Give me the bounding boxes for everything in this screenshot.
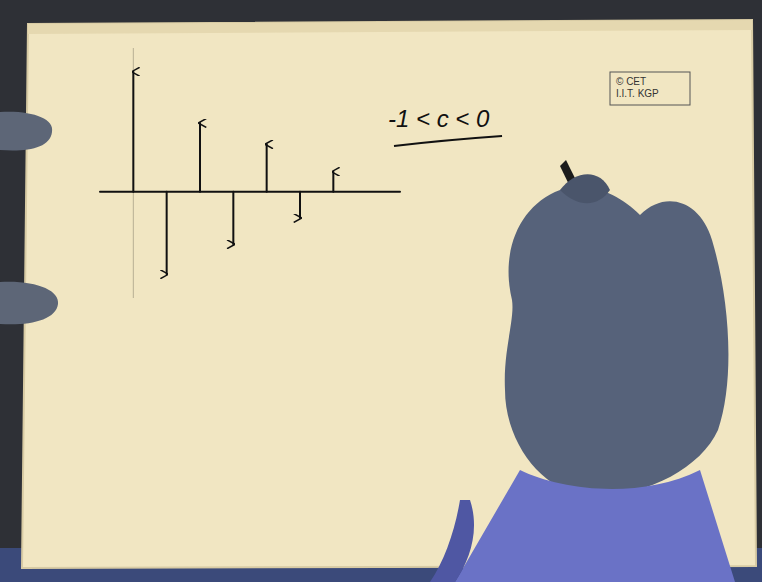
finger [0,112,52,151]
finger [0,282,58,325]
sleeve-fold [430,500,474,582]
annotation: -1 < c < 0 [388,105,490,132]
stem [299,192,301,218]
paper [22,20,756,568]
credit-frame [610,72,690,105]
stem [166,192,168,275]
stems [133,72,333,275]
x-axis [100,191,400,193]
hand [505,187,729,496]
stem [132,72,134,192]
credit-text: I.I.T. KGP [616,88,659,99]
finger [560,174,610,203]
y-axis [133,48,134,298]
credit-text: © CET [616,76,646,87]
stem [332,172,334,192]
stem [266,144,268,192]
stem [199,123,201,192]
sleeve [455,470,735,582]
stem [232,192,234,245]
underline [394,136,502,146]
credit: © CETI.I.T. KGP [610,72,690,105]
paper-edge [28,20,752,34]
background [0,0,762,582]
